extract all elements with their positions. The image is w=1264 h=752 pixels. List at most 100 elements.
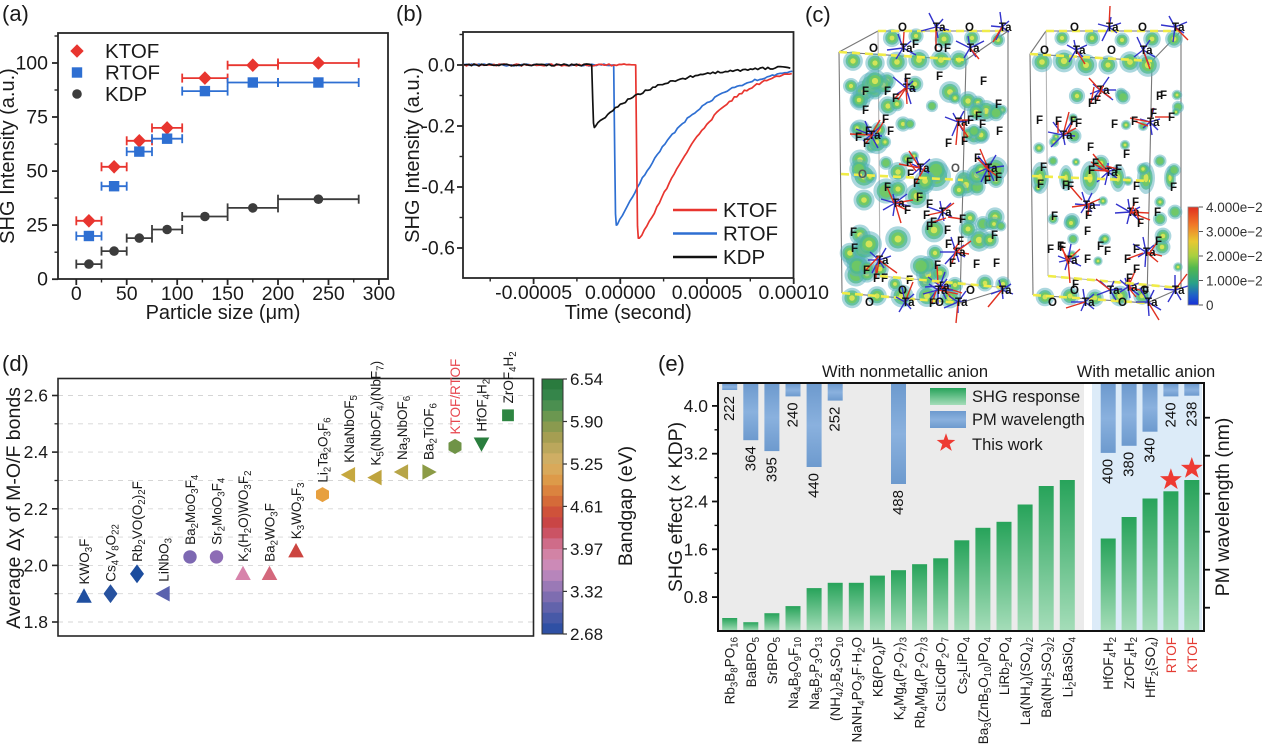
svg-text:F: F (1088, 165, 1095, 177)
svg-text:2.2: 2.2 (24, 499, 48, 519)
svg-text:0: 0 (37, 269, 48, 291)
svg-text:F: F (1036, 115, 1043, 127)
svg-text:F: F (1037, 179, 1044, 191)
svg-text:Ta: Ta (1060, 130, 1073, 142)
svg-text:150: 150 (211, 283, 244, 305)
svg-text:Ta: Ta (903, 83, 916, 95)
svg-text:F: F (1075, 118, 1082, 130)
svg-text:F: F (1131, 116, 1138, 128)
svg-text:(a): (a) (2, 1, 29, 26)
svg-text:Ta: Ta (1106, 22, 1119, 34)
svg-text:F: F (979, 119, 986, 131)
svg-text:F: F (851, 243, 858, 255)
svg-text:Ta: Ta (1147, 117, 1160, 129)
svg-text:440: 440 (806, 473, 823, 498)
svg-text:RTOF: RTOF (723, 223, 778, 246)
svg-text:(e): (e) (658, 351, 685, 376)
svg-text:F: F (1057, 241, 1064, 253)
svg-text:O: O (966, 285, 975, 297)
svg-text:O: O (1040, 45, 1049, 57)
svg-text:2.68: 2.68 (570, 625, 603, 644)
svg-text:F: F (1150, 108, 1157, 120)
svg-text:Ta: Ta (933, 22, 946, 34)
svg-text:2.4: 2.4 (684, 492, 709, 512)
svg-text:1.000e−2: 1.000e−2 (1206, 274, 1263, 289)
svg-text:240: 240 (1162, 402, 1179, 427)
svg-text:F: F (1154, 207, 1161, 219)
svg-text:Ta: Ta (1140, 45, 1153, 57)
svg-text:F: F (855, 132, 862, 144)
svg-text:2.0: 2.0 (24, 555, 49, 575)
svg-text:F: F (1111, 119, 1118, 131)
svg-text:F: F (906, 275, 913, 287)
svg-text:O: O (1107, 45, 1116, 57)
svg-text:4.0: 4.0 (684, 396, 709, 416)
svg-text:O: O (951, 163, 960, 175)
svg-text:F: F (1133, 264, 1140, 276)
svg-text:F: F (959, 214, 966, 226)
svg-text:F: F (944, 225, 951, 237)
svg-text:F: F (1051, 211, 1058, 223)
svg-text:KTOF/RTOF: KTOF/RTOF (448, 359, 463, 435)
svg-text:F: F (995, 99, 1002, 111)
svg-text:F: F (974, 153, 981, 165)
svg-text:F: F (1160, 90, 1167, 102)
svg-text:75: 75 (26, 107, 48, 129)
svg-text:ZrOF4H2: ZrOF4H2 (1122, 637, 1140, 689)
svg-text:F: F (991, 230, 998, 242)
svg-text:F: F (1115, 164, 1122, 176)
svg-text:F: F (1132, 197, 1139, 209)
svg-text:F: F (1070, 116, 1077, 128)
svg-text:SHG effect (× KDP): SHG effect (× KDP) (665, 422, 687, 592)
svg-text:K4Mg4(P2O7)3: K4Mg4(P2O7)3 (892, 637, 910, 720)
svg-text:F: F (967, 115, 974, 127)
svg-text:4.61: 4.61 (570, 497, 603, 516)
svg-text:0: 0 (1206, 298, 1214, 313)
svg-text:F: F (884, 86, 891, 98)
svg-text:F: F (945, 239, 952, 251)
svg-text:O: O (1118, 297, 1127, 309)
svg-text:2.6: 2.6 (24, 386, 48, 406)
svg-text:F: F (973, 259, 980, 271)
svg-text:F: F (1087, 142, 1094, 154)
svg-text:O: O (1048, 297, 1057, 309)
svg-text:RTOF: RTOF (105, 62, 160, 85)
svg-text:Ta: Ta (953, 247, 966, 259)
svg-text:0.0: 0.0 (428, 55, 455, 77)
svg-text:LiRb2PO4: LiRb2PO4 (997, 636, 1015, 695)
svg-text:4.000e−2: 4.000e−2 (1206, 200, 1263, 215)
svg-text:Ta: Ta (1083, 200, 1096, 212)
svg-text:O: O (1138, 22, 1147, 34)
svg-text:3.32: 3.32 (570, 582, 603, 601)
svg-text:F: F (975, 111, 982, 123)
svg-text:O: O (865, 297, 874, 309)
svg-text:This work: This work (972, 436, 1043, 454)
svg-text:KDP: KDP (105, 83, 147, 106)
svg-text:Particle size (μm): Particle size (μm) (146, 302, 301, 324)
svg-text:F: F (887, 126, 894, 138)
svg-text:K2(H2O)WO3F2: K2(H2O)WO3F2 (236, 471, 254, 562)
svg-text:F: F (862, 86, 869, 98)
svg-text:488: 488 (890, 490, 907, 515)
svg-text:-0.4: -0.4 (421, 177, 455, 199)
svg-text:238: 238 (1183, 402, 1200, 427)
svg-text:Ta: Ta (876, 255, 889, 267)
svg-text:(b): (b) (396, 1, 423, 26)
svg-text:KTOF: KTOF (1185, 637, 1200, 673)
svg-text:F: F (1170, 182, 1177, 194)
svg-text:F: F (904, 205, 911, 217)
svg-text:Average Δχ of M-O/F bonds: Average Δχ of M-O/F bonds (3, 387, 25, 629)
svg-text:0.8: 0.8 (684, 587, 708, 607)
svg-text:KDP: KDP (723, 246, 765, 269)
svg-text:0: 0 (71, 283, 82, 305)
svg-text:F: F (904, 73, 911, 85)
svg-text:F: F (884, 182, 891, 194)
svg-text:F: F (1094, 95, 1101, 107)
svg-text:F: F (850, 227, 857, 239)
svg-text:2.000e−2: 2.000e−2 (1206, 249, 1263, 264)
svg-text:Bandgap (eV): Bandgap (eV) (615, 446, 637, 566)
svg-text:F: F (945, 138, 952, 150)
svg-text:Na3NbOF6: Na3NbOF6 (395, 396, 413, 460)
svg-text:Ta: Ta (1073, 45, 1086, 57)
svg-text:0.00000: 0.00000 (585, 282, 656, 304)
